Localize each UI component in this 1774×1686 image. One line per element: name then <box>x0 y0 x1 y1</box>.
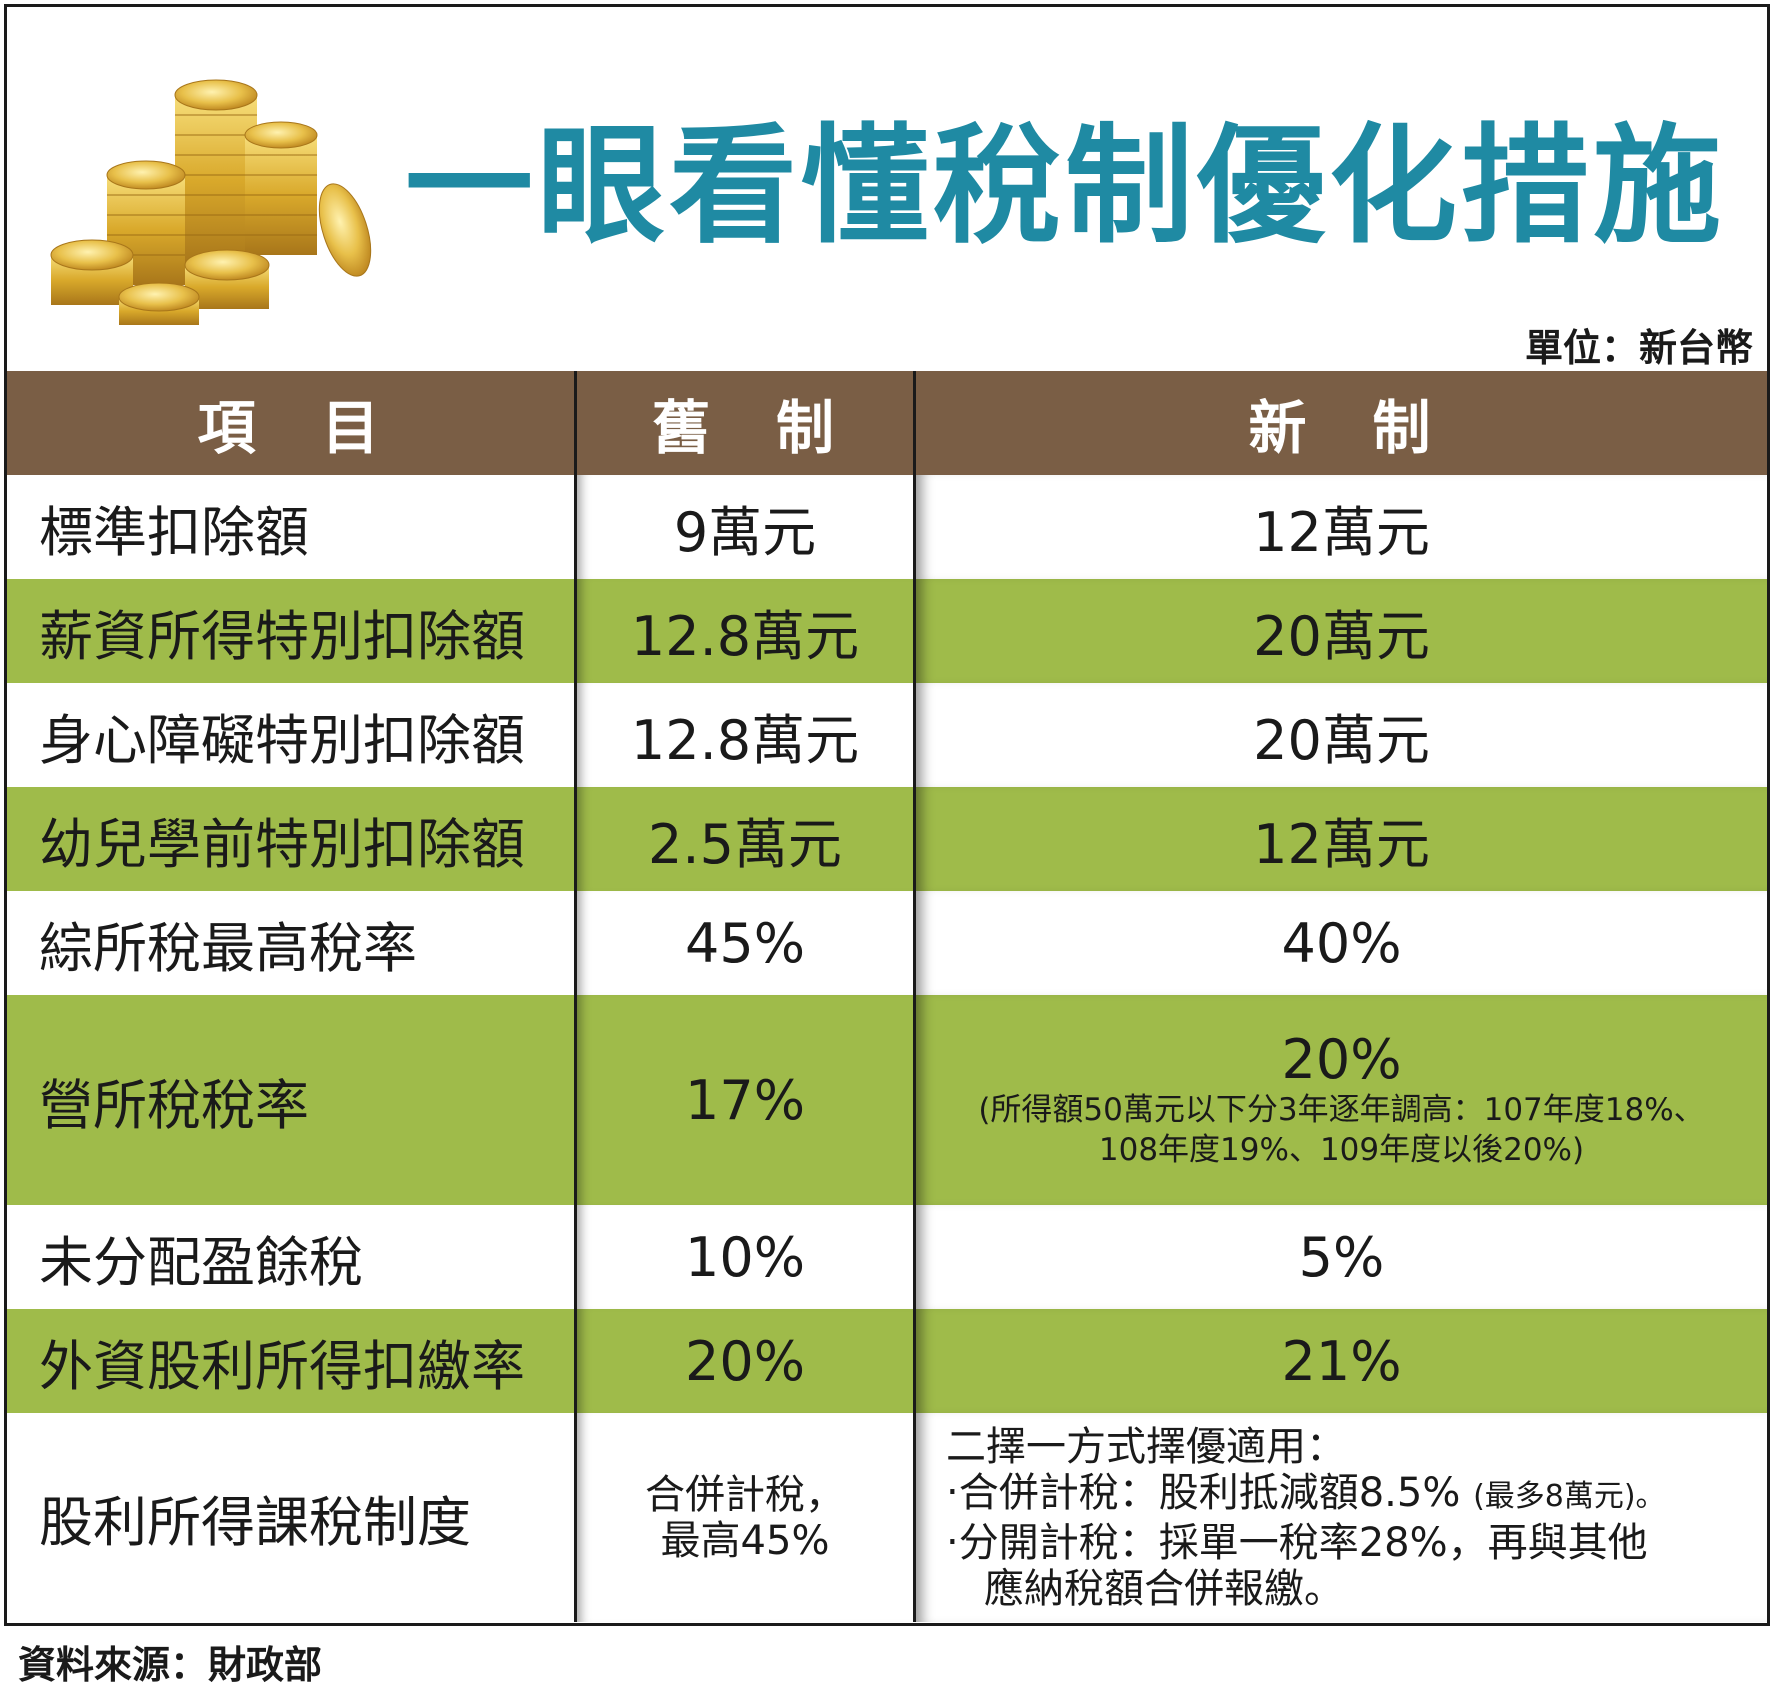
row-old: 17% <box>574 995 913 1205</box>
page-title: 一眼看懂稅制優化措施 <box>405 112 1726 261</box>
row-item: 營所稅稅率 <box>39 1073 309 1137</box>
header-new: 新 制 <box>913 371 1767 475</box>
table-row: 標準扣除額 9萬元 12萬元 <box>7 475 1767 579</box>
table-row: 薪資所得特別扣除額 12.8萬元 20萬元 <box>7 579 1767 683</box>
table-row: 未分配盈餘稅 10% 5% <box>7 1205 1767 1309</box>
row-item: 未分配盈餘稅 <box>39 1230 363 1294</box>
row-new-bullet-1-text: ‧合併計稅：股利抵減額8.5% <box>946 1469 1461 1516</box>
row-new-bullet-1-note: (最多8萬元)。 <box>1473 1478 1666 1514</box>
row-new: 20萬元 <box>913 683 1767 787</box>
table-row: 幼兒學前特別扣除額 2.5萬元 12萬元 <box>7 787 1767 891</box>
row-new: 20萬元 <box>913 579 1767 683</box>
source-note: 資料來源：財政部 <box>18 1643 323 1686</box>
row-old-line-2: 最高45% <box>660 1517 830 1564</box>
row-old: 20% <box>574 1309 913 1413</box>
row-new: 21% <box>913 1309 1767 1413</box>
comparison-table: 項 目 舊 制 新 制 標準扣除額 9萬元 12萬元 薪資所得特別扣除額 12.… <box>7 371 1767 1622</box>
row-new: 20% <box>1281 1028 1402 1091</box>
row-old-line-1: 合併計稅， <box>645 1471 845 1518</box>
unit-label: 單位：新台幣 <box>1524 326 1753 370</box>
row-old-cell: 合併計稅， 最高45% <box>574 1413 913 1622</box>
row-old: 10% <box>574 1205 913 1309</box>
table-row: 外資股利所得扣繳率 20% 21% <box>7 1309 1767 1413</box>
row-new-intro: 二擇一方式擇優適用： <box>946 1423 1346 1470</box>
row-old: 2.5萬元 <box>574 787 913 891</box>
row-new-bullet-1: ‧合併計稅：股利抵減額8.5% (最多8萬元)。 <box>946 1470 1666 1520</box>
infographic-frame: 一眼看懂稅制優化措施 單位：新台幣 項 目 舊 制 新 制 標準扣除額 9萬元 … <box>4 4 1770 1626</box>
row-new: 5% <box>913 1205 1767 1309</box>
row-new: 12萬元 <box>913 475 1767 579</box>
table-row: 營所稅稅率 17% 20% (所得額50萬元以下分3年逐年調高：107年度18%… <box>7 995 1767 1205</box>
header: 一眼看懂稅制優化措施 單位：新台幣 <box>7 7 1767 371</box>
header-item: 項 目 <box>197 394 384 462</box>
row-new-note-1: (所得額50萬元以下分3年逐年調高：107年度18%、 <box>978 1092 1705 1128</box>
table-header: 項 目 舊 制 新 制 <box>7 371 1767 475</box>
table-row: 綜所稅最高稅率 45% 40% <box>7 891 1767 995</box>
row-item: 身心障礙特別扣除額 <box>39 708 525 772</box>
row-old: 9萬元 <box>574 475 913 579</box>
row-new-bullet-3: 應納稅額合併報繳。 <box>984 1565 1344 1612</box>
row-old: 45% <box>574 891 913 995</box>
header-old: 舊 制 <box>574 371 913 475</box>
row-old: 12.8萬元 <box>574 683 913 787</box>
row-item: 薪資所得特別扣除額 <box>39 604 525 668</box>
table-row: 身心障礙特別扣除額 12.8萬元 20萬元 <box>7 683 1767 787</box>
row-new: 40% <box>913 891 1767 995</box>
row-item: 幼兒學前特別扣除額 <box>39 812 525 876</box>
row-item: 標準扣除額 <box>39 500 309 564</box>
gold-coins-illustration <box>50 79 372 325</box>
row-item: 股利所得課稅制度 <box>39 1491 471 1554</box>
table-row: 股利所得課稅制度 合併計稅， 最高45% 二擇一方式擇優適用： ‧合併計稅：股利… <box>7 1413 1767 1622</box>
row-item: 綜所稅最高稅率 <box>39 916 417 980</box>
row-new-bullet-2: ‧分開計稅：採單一稅率28%，再與其他 <box>946 1519 1648 1566</box>
row-new-note-2: 108年度19%、109年度以後20%) <box>1098 1132 1585 1168</box>
row-item: 外資股利所得扣繳率 <box>39 1334 525 1398</box>
row-new: 12萬元 <box>913 787 1767 891</box>
row-new-cell: 20% (所得額50萬元以下分3年逐年調高：107年度18%、 108年度19%… <box>913 995 1767 1205</box>
row-old: 12.8萬元 <box>574 579 913 683</box>
row-new-cell: 二擇一方式擇優適用： ‧合併計稅：股利抵減額8.5% (最多8萬元)。 ‧分開計… <box>913 1413 1767 1622</box>
